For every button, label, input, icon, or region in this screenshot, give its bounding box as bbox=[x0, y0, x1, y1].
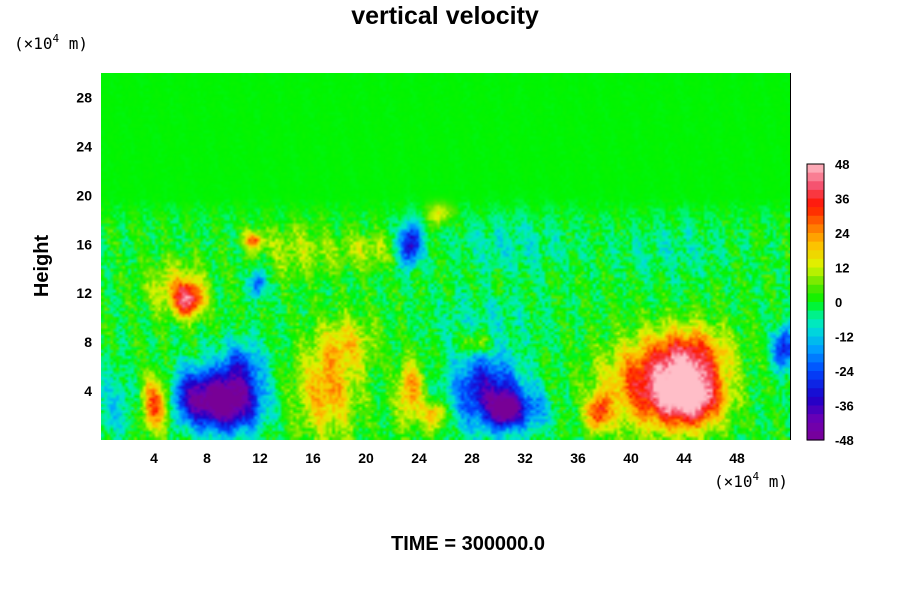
y-tick-labels: 4 8 12 16 20 24 28 bbox=[76, 89, 92, 399]
velocity-field-image bbox=[101, 73, 791, 440]
x-unit-suffix: m) bbox=[759, 472, 788, 491]
x-axis-unit: (×104 m) bbox=[714, 470, 788, 491]
colorbar-swatch bbox=[807, 353, 824, 363]
x-tick-label: 48 bbox=[729, 450, 745, 466]
colorbar-swatch bbox=[807, 215, 824, 225]
colorbar-swatch bbox=[807, 327, 824, 338]
colorbar-tick-label: 24 bbox=[835, 226, 850, 241]
x-tick-label: 44 bbox=[676, 450, 692, 466]
colorbar-swatch bbox=[807, 284, 824, 294]
x-tick-label: 20 bbox=[358, 450, 374, 466]
y-tick-label: 8 bbox=[84, 334, 92, 350]
colorbar-swatch bbox=[807, 233, 824, 243]
colorbar-swatch bbox=[807, 336, 824, 346]
colorbar-swatch bbox=[807, 276, 824, 286]
colorbar-tick-label: 48 bbox=[835, 157, 849, 172]
colorbar-tick-label: -36 bbox=[835, 399, 854, 414]
x-tick-label: 8 bbox=[203, 450, 211, 466]
y-tick-label: 20 bbox=[76, 187, 92, 203]
colorbar-swatch bbox=[807, 371, 824, 381]
colorbar-swatch bbox=[807, 362, 824, 372]
colorbar-swatch bbox=[807, 302, 824, 312]
x-tick-label: 12 bbox=[252, 450, 268, 466]
colorbar-swatch bbox=[807, 164, 824, 174]
y-axis-unit: (×104 m) bbox=[14, 32, 88, 53]
colorbar-swatch bbox=[807, 241, 824, 251]
colorbar-swatch bbox=[807, 224, 824, 234]
colorbar-tick-label: 0 bbox=[835, 295, 842, 310]
y-tick-label: 24 bbox=[76, 138, 92, 154]
colorbar-swatch bbox=[807, 345, 824, 355]
x-tick-labels: 4 8 12 16 20 24 28 32 36 40 44 48 bbox=[150, 450, 745, 466]
colorbar-swatch bbox=[807, 250, 824, 260]
time-label: TIME = 300000.0 bbox=[391, 533, 545, 555]
colorbar-swatch bbox=[807, 198, 824, 208]
colorbar-swatches bbox=[807, 164, 824, 441]
colorbar-swatch bbox=[807, 189, 824, 200]
colorbar-swatch bbox=[807, 310, 824, 320]
x-tick-label: 4 bbox=[150, 450, 158, 466]
x-tick-label: 36 bbox=[570, 450, 586, 466]
y-tick-label: 28 bbox=[76, 89, 92, 105]
colorbar-frame bbox=[806, 163, 825, 441]
colorbar-swatch bbox=[807, 258, 824, 269]
colorbar-tick-label: -24 bbox=[835, 364, 855, 379]
x-tick-label: 28 bbox=[464, 450, 480, 466]
colorbar-tick-label: 36 bbox=[835, 192, 849, 207]
colorbar-tick-label: -12 bbox=[835, 330, 854, 345]
colorbar-tick-labels: 48 36 24 12 0 -12 -24 -36 -48 bbox=[835, 157, 855, 448]
colorbar-swatch bbox=[807, 422, 824, 432]
x-tick-label: 32 bbox=[517, 450, 533, 466]
x-tick-label: 40 bbox=[623, 450, 639, 466]
colorbar-swatch bbox=[807, 319, 824, 329]
colorbar-swatch bbox=[807, 431, 824, 441]
colorbar-swatch bbox=[807, 293, 824, 303]
colorbar-swatch bbox=[807, 379, 824, 389]
colorbar-swatch bbox=[807, 396, 824, 407]
colorbar-tick-label: -48 bbox=[835, 433, 854, 448]
y-tick-label: 4 bbox=[84, 383, 92, 399]
plot-area bbox=[101, 73, 791, 440]
y-unit-exponent: 4 bbox=[53, 32, 60, 45]
colorbar-swatch bbox=[807, 405, 824, 415]
x-tick-label: 16 bbox=[305, 450, 321, 466]
colorbar: 48 36 24 12 0 -12 -24 -36 -48 bbox=[806, 157, 855, 448]
colorbar-swatch bbox=[807, 181, 824, 191]
x-unit-exponent: 4 bbox=[753, 470, 760, 483]
chart-title: vertical velocity bbox=[351, 2, 539, 30]
y-tick-label: 12 bbox=[76, 285, 92, 301]
x-tick-label: 24 bbox=[411, 450, 427, 466]
colorbar-swatch bbox=[807, 414, 824, 424]
colorbar-swatch bbox=[807, 172, 824, 182]
x-unit-prefix: (×10 bbox=[714, 472, 753, 491]
colorbar-swatch bbox=[807, 267, 824, 277]
colorbar-swatch bbox=[807, 207, 824, 217]
y-unit-suffix: m) bbox=[59, 34, 88, 53]
colorbar-tick-label: 12 bbox=[835, 261, 849, 276]
colorbar-swatch bbox=[807, 388, 824, 398]
y-axis-label: Height bbox=[31, 235, 53, 298]
y-unit-prefix: (×10 bbox=[14, 34, 53, 53]
y-tick-label: 16 bbox=[76, 236, 92, 252]
